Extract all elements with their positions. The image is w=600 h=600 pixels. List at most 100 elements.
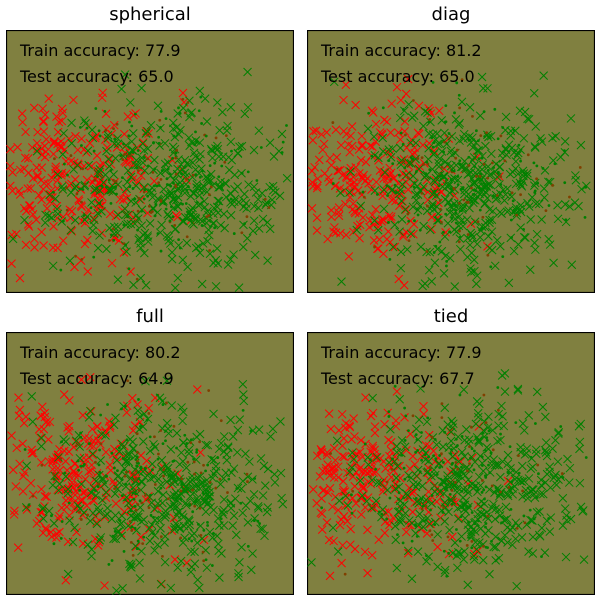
scatter-x-marker — [503, 491, 513, 501]
scatter-x-marker — [380, 419, 389, 429]
scatter-dot — [110, 559, 114, 562]
scatter-x-marker — [483, 423, 493, 432]
scatter-x-marker — [407, 574, 417, 584]
scatter-dot — [518, 179, 522, 183]
scatter-x-marker — [20, 153, 30, 163]
scatter-dot — [81, 464, 85, 468]
scatter-x-marker — [455, 234, 465, 243]
scatter-x-marker — [553, 214, 563, 224]
scatter-x-marker — [219, 432, 229, 441]
scatter-x-marker — [219, 495, 229, 504]
scatter-dot — [159, 535, 163, 538]
scatter-dot — [136, 539, 140, 543]
scatter-x-marker — [367, 503, 377, 513]
scatter-x-marker — [373, 244, 383, 253]
scatter-dot — [194, 500, 197, 504]
scatter-dot — [110, 233, 113, 237]
scatter-dot — [105, 185, 109, 189]
scatter-x-marker — [459, 129, 469, 139]
scatter-dot — [457, 240, 461, 244]
scatter-x-marker — [117, 84, 126, 94]
scatter-x-marker — [52, 465, 61, 474]
scatter-x-marker — [145, 523, 154, 533]
scatter-dot — [536, 181, 540, 185]
scatter-dot — [440, 166, 444, 169]
scatter-x-marker — [552, 480, 561, 490]
scatter-dot — [155, 184, 159, 188]
scatter-x-marker — [204, 225, 213, 235]
scatter-dot — [149, 493, 152, 497]
scatter-x-marker — [254, 126, 264, 136]
scatter-x-marker — [187, 562, 197, 572]
scatter-x-marker — [122, 177, 132, 187]
scatter-x-marker — [77, 375, 86, 385]
scatter-dot — [143, 156, 146, 159]
scatter-x-marker — [231, 530, 241, 540]
scatter-dot — [533, 189, 537, 193]
scatter-dot — [146, 157, 150, 161]
scatter-x-marker — [511, 467, 521, 477]
scatter-x-marker — [208, 533, 217, 543]
scatter-x-marker — [203, 207, 212, 216]
scatter-x-marker — [308, 181, 318, 191]
scatter-x-marker — [397, 156, 406, 165]
scatter-dot — [496, 137, 500, 141]
scatter-x-marker — [532, 229, 542, 239]
scatter-x-marker — [135, 558, 144, 568]
scatter-x-marker — [524, 547, 533, 557]
scatter-x-marker — [195, 155, 204, 164]
scatter-dot — [230, 149, 233, 153]
scatter-x-marker — [37, 195, 46, 205]
scatter-x-marker — [508, 167, 518, 177]
scatter-dot — [124, 243, 128, 247]
scatter-x-marker — [89, 220, 98, 230]
scatter-x-marker — [87, 125, 97, 135]
scatter-x-marker — [228, 521, 238, 530]
scatter-x-marker — [21, 127, 30, 137]
scatter-x-marker — [373, 153, 383, 163]
scatter-x-marker — [463, 475, 473, 485]
scatter-x-marker — [373, 225, 383, 235]
scatter-x-marker — [485, 243, 494, 253]
scatter-dot — [218, 201, 222, 204]
scatter-x-marker — [11, 229, 21, 239]
scatter-x-marker — [100, 479, 109, 489]
scatter-x-marker — [497, 536, 506, 546]
scatter-x-marker — [519, 133, 529, 143]
scatter-x-marker — [476, 502, 485, 511]
scatter-dot — [541, 166, 545, 170]
scatter-x-marker — [401, 527, 411, 537]
scatter-x-marker — [511, 534, 520, 544]
scatter-x-marker — [193, 183, 203, 193]
scatter-x-marker — [434, 162, 444, 172]
scatter-dot — [172, 424, 176, 428]
scatter-dot — [226, 491, 229, 494]
scatter-x-marker — [490, 514, 500, 524]
scatter-x-marker — [432, 497, 442, 507]
scatter-x-marker — [227, 468, 236, 477]
scatter-dot — [174, 185, 178, 189]
scatter-x-marker — [447, 496, 457, 505]
scatter-x-marker — [36, 458, 46, 467]
scatter-x-marker — [233, 148, 243, 158]
scatter-dot — [501, 255, 505, 259]
scatter-x-marker — [167, 247, 177, 257]
scatter-x-marker — [339, 485, 349, 495]
scatter-x-marker — [172, 428, 182, 438]
test-accuracy-label: Test accuracy: 65.0 — [19, 67, 174, 86]
scatter-x-marker — [42, 492, 52, 502]
scatter-x-marker — [424, 441, 434, 451]
scatter-x-marker — [178, 538, 188, 547]
scatter-dot — [179, 536, 183, 540]
scatter-dot — [485, 436, 489, 440]
scatter-dot — [449, 178, 453, 181]
scatter-dot — [188, 503, 192, 507]
scatter-dot — [31, 494, 35, 498]
scatter-x-marker — [71, 131, 80, 141]
scatter-dot — [210, 564, 214, 567]
scatter-dot — [522, 227, 525, 231]
scatter-dot — [454, 211, 458, 215]
scatter-x-marker — [492, 193, 502, 203]
scatter-x-marker — [527, 193, 537, 202]
scatter-x-marker — [401, 508, 410, 518]
